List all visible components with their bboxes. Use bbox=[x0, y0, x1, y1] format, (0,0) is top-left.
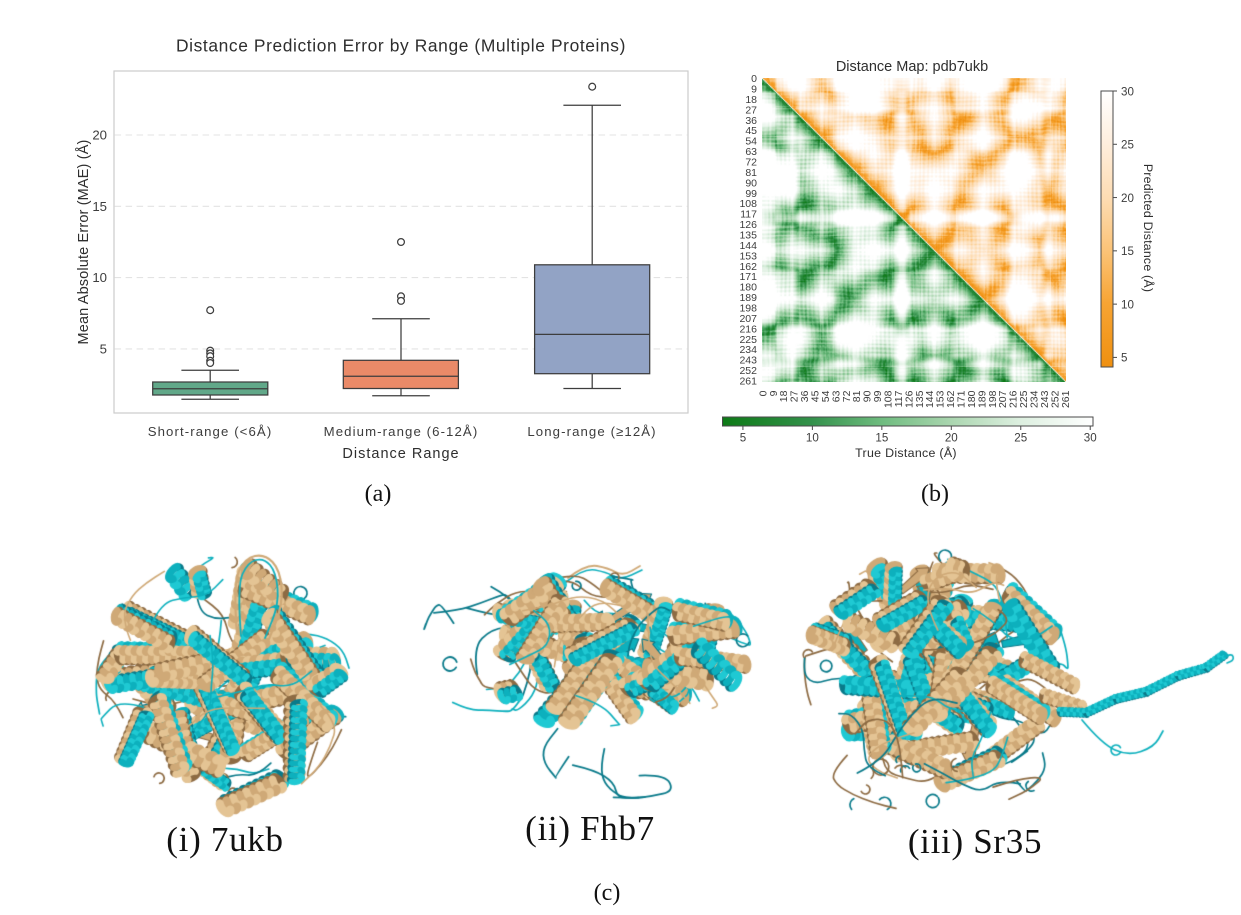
svg-text:126: 126 bbox=[739, 219, 757, 231]
svg-text:Long-range (≥12Å): Long-range (≥12Å) bbox=[527, 424, 656, 439]
svg-text:153: 153 bbox=[739, 250, 757, 262]
svg-text:45: 45 bbox=[810, 390, 822, 402]
svg-text:126: 126 bbox=[903, 390, 915, 408]
svg-text:(i) 7ukb: (i) 7ukb bbox=[166, 820, 283, 859]
svg-text:189: 189 bbox=[976, 390, 988, 408]
svg-text:54: 54 bbox=[820, 390, 832, 402]
svg-text:207: 207 bbox=[739, 313, 757, 325]
svg-text:(b): (b) bbox=[921, 481, 949, 507]
svg-text:216: 216 bbox=[1008, 390, 1020, 408]
svg-text:27: 27 bbox=[745, 104, 757, 116]
svg-text:216: 216 bbox=[739, 323, 757, 335]
svg-text:36: 36 bbox=[799, 390, 811, 402]
svg-text:234: 234 bbox=[739, 344, 757, 356]
svg-text:171: 171 bbox=[739, 271, 757, 283]
svg-text:10: 10 bbox=[806, 432, 819, 445]
svg-text:171: 171 bbox=[956, 390, 968, 408]
svg-text:9: 9 bbox=[751, 84, 757, 96]
svg-text:189: 189 bbox=[739, 292, 757, 304]
svg-text:198: 198 bbox=[739, 303, 757, 315]
svg-text:63: 63 bbox=[830, 390, 842, 402]
svg-text:72: 72 bbox=[745, 157, 757, 169]
svg-text:54: 54 bbox=[745, 136, 757, 148]
svg-text:Predicted Distance (Å): Predicted Distance (Å) bbox=[1141, 164, 1156, 292]
svg-text:252: 252 bbox=[1049, 390, 1061, 408]
svg-text:261: 261 bbox=[739, 376, 757, 388]
svg-text:18: 18 bbox=[778, 390, 790, 402]
svg-text:261: 261 bbox=[1060, 390, 1072, 408]
svg-text:252: 252 bbox=[739, 365, 757, 377]
svg-text:30: 30 bbox=[1121, 85, 1134, 98]
svg-text:162: 162 bbox=[739, 261, 757, 273]
svg-text:0: 0 bbox=[751, 73, 757, 85]
svg-text:25: 25 bbox=[1121, 139, 1134, 152]
svg-text:243: 243 bbox=[1039, 390, 1051, 408]
svg-text:198: 198 bbox=[987, 390, 999, 408]
svg-text:20: 20 bbox=[92, 128, 107, 143]
svg-text:(ii) Fhb7: (ii) Fhb7 bbox=[525, 809, 655, 848]
svg-text:Distance Range: Distance Range bbox=[342, 446, 459, 462]
svg-text:135: 135 bbox=[914, 390, 926, 408]
svg-text:207: 207 bbox=[997, 390, 1009, 408]
svg-text:144: 144 bbox=[924, 390, 936, 408]
svg-text:81: 81 bbox=[745, 167, 757, 179]
svg-text:Short-range (<6Å): Short-range (<6Å) bbox=[148, 424, 273, 439]
svg-text:135: 135 bbox=[739, 230, 757, 242]
svg-text:162: 162 bbox=[945, 390, 957, 408]
svg-text:5: 5 bbox=[740, 432, 746, 445]
svg-text:90: 90 bbox=[745, 177, 757, 189]
svg-text:(c): (c) bbox=[594, 880, 621, 906]
svg-text:225: 225 bbox=[1018, 390, 1030, 408]
svg-text:153: 153 bbox=[935, 390, 947, 408]
svg-text:81: 81 bbox=[851, 390, 863, 402]
svg-text:True Distance (Å): True Distance (Å) bbox=[855, 445, 957, 460]
svg-text:108: 108 bbox=[739, 198, 757, 210]
svg-text:15: 15 bbox=[875, 432, 888, 445]
svg-text:72: 72 bbox=[841, 390, 853, 402]
svg-text:234: 234 bbox=[1029, 390, 1041, 408]
svg-text:117: 117 bbox=[740, 209, 757, 221]
svg-text:(a): (a) bbox=[365, 481, 392, 507]
svg-text:18: 18 bbox=[745, 94, 757, 106]
svg-text:20: 20 bbox=[945, 432, 958, 445]
svg-text:99: 99 bbox=[745, 188, 757, 200]
svg-text:30: 30 bbox=[1084, 432, 1097, 445]
svg-text:10: 10 bbox=[92, 270, 107, 285]
svg-text:225: 225 bbox=[739, 334, 757, 346]
svg-text:108: 108 bbox=[883, 390, 895, 408]
svg-text:45: 45 bbox=[745, 125, 757, 137]
svg-text:25: 25 bbox=[1014, 432, 1027, 445]
svg-text:180: 180 bbox=[966, 390, 978, 408]
svg-text:243: 243 bbox=[739, 355, 757, 367]
svg-text:36: 36 bbox=[745, 115, 757, 127]
svg-text:144: 144 bbox=[739, 240, 757, 252]
svg-text:Distance Prediction Error by R: Distance Prediction Error by Range (Mult… bbox=[176, 36, 626, 56]
svg-text:9: 9 bbox=[768, 390, 780, 396]
svg-text:63: 63 bbox=[745, 146, 757, 158]
svg-text:5: 5 bbox=[1121, 352, 1127, 365]
svg-text:Medium-range (6-12Å): Medium-range (6-12Å) bbox=[324, 424, 479, 439]
svg-text:15: 15 bbox=[1121, 245, 1134, 258]
svg-text:180: 180 bbox=[739, 282, 757, 294]
svg-text:(iii) Sr35: (iii) Sr35 bbox=[908, 822, 1042, 861]
svg-text:20: 20 bbox=[1121, 192, 1134, 205]
svg-text:99: 99 bbox=[872, 390, 884, 402]
svg-text:Mean Absolute Error (MAE) (Å): Mean Absolute Error (MAE) (Å) bbox=[75, 140, 92, 345]
svg-text:15: 15 bbox=[92, 199, 107, 214]
svg-text:0: 0 bbox=[757, 390, 769, 396]
svg-text:10: 10 bbox=[1121, 298, 1134, 311]
svg-text:5: 5 bbox=[100, 341, 107, 356]
svg-text:27: 27 bbox=[789, 390, 801, 402]
svg-text:90: 90 bbox=[862, 390, 874, 402]
svg-text:117: 117 bbox=[893, 390, 905, 407]
svg-text:Distance Map: pdb7ukb: Distance Map: pdb7ukb bbox=[836, 59, 988, 75]
